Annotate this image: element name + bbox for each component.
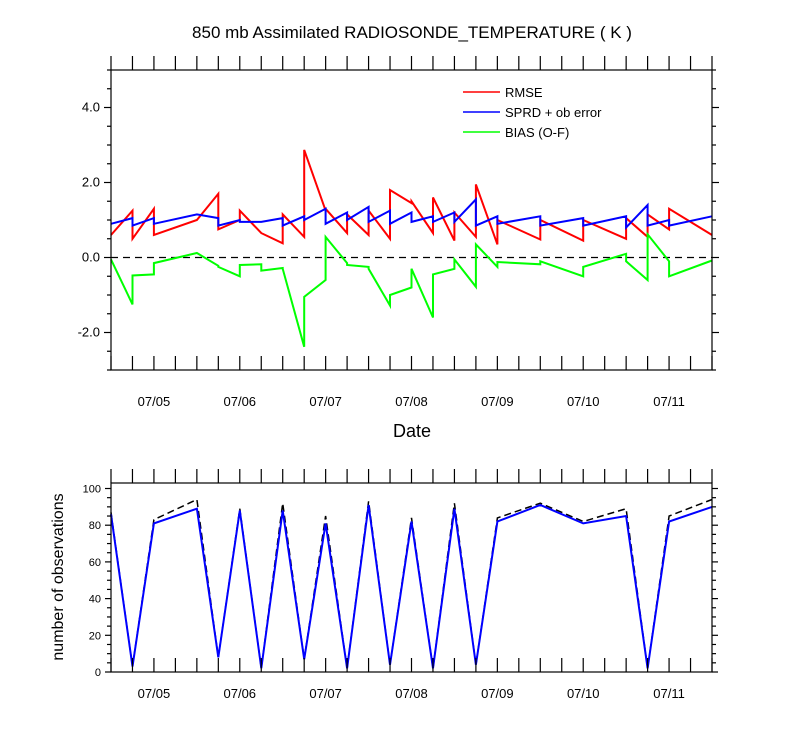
x-tick-label: 07/06 (224, 686, 257, 701)
x-tick-label: 07/07 (309, 394, 342, 409)
series-rmse-line (110, 149, 713, 245)
y-tick-label: 0.0 (82, 250, 100, 265)
plot-frame-2 (110, 482, 713, 673)
series-bias-o-f-line (110, 231, 713, 348)
y-tick-label: 0 (95, 667, 101, 679)
y-tick-label: 2.0 (82, 175, 100, 190)
x-tick-label: 07/11 (653, 394, 685, 409)
x-tick-label: 07/10 (567, 394, 600, 409)
series-sprd-ob-error-line (110, 196, 713, 230)
y-axis-label-observations: number of observations (50, 493, 67, 660)
series-assimilated-line (110, 503, 713, 669)
legend-entry-label: SPRD + ob error (505, 105, 602, 120)
x-tick-label: 07/05 (138, 394, 171, 409)
y-tick-label: 100 (83, 484, 101, 496)
y-tick-label: 20 (89, 630, 101, 642)
x-tick-label: 07/09 (481, 394, 514, 409)
x-tick-label: 07/07 (309, 686, 342, 701)
y-tick-label: 40 (89, 594, 101, 606)
y-tick-label: 60 (89, 557, 101, 569)
x-tick-label: 07/10 (567, 686, 600, 701)
x-axis-label: Date (393, 421, 431, 441)
chart-title: 850 mb Assimilated RADIOSONDE_TEMPERATUR… (192, 23, 632, 42)
x-tick-label: 07/09 (481, 686, 514, 701)
y-tick-label: 80 (89, 520, 101, 532)
y-tick-label: -2.0 (78, 325, 100, 340)
y-tick-label: 4.0 (82, 100, 100, 115)
x-tick-label: 07/05 (138, 686, 171, 701)
x-tick-label: 07/08 (395, 686, 428, 701)
legend-entry-label: RMSE (505, 85, 543, 100)
x-tick-label: 07/06 (224, 394, 257, 409)
legend-entry-label: BIAS (O-F) (505, 125, 569, 140)
x-tick-label: 07/11 (653, 686, 685, 701)
x-tick-label: 07/08 (395, 394, 428, 409)
